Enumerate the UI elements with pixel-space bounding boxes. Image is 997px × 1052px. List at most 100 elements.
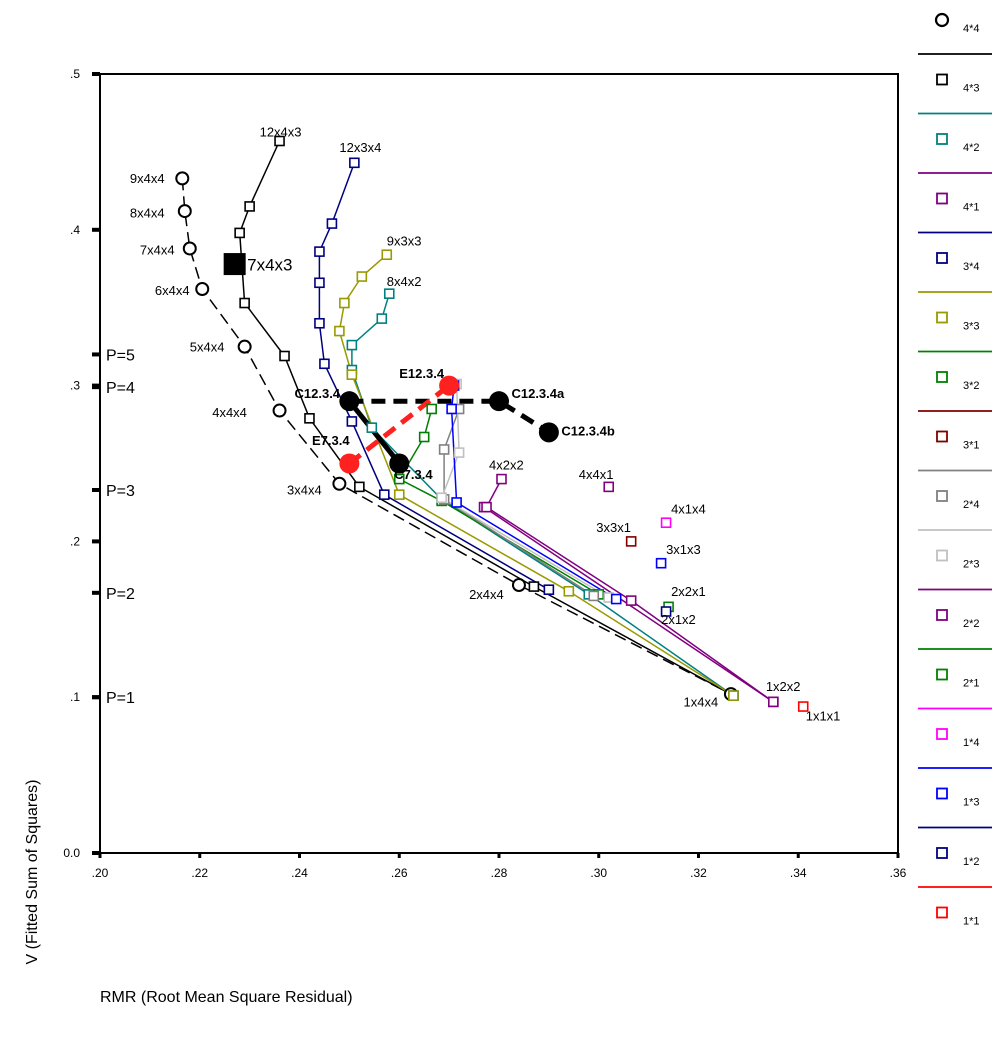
series-point — [314, 246, 325, 257]
big-circle-marker — [439, 375, 460, 396]
series-point — [339, 297, 350, 309]
y-tick-label: 0.0 — [63, 846, 80, 860]
series-point — [314, 277, 325, 289]
series-point — [481, 501, 492, 513]
point-label: 4x2x2 — [489, 458, 524, 473]
y-axis-title: V (Fitted Sum of Squares) — [24, 780, 41, 965]
single-point — [603, 481, 615, 493]
series-point — [244, 201, 255, 212]
x-tick-label: .20 — [92, 866, 109, 880]
plot-markers — [175, 135, 809, 712]
point-labels: 12x4x3 12x3x4 9x4x4 8x4x4 9x3x3 7x4x4 7x4x3 8x4… — [130, 124, 841, 723]
legend-marker — [936, 430, 948, 443]
comparison-line — [347, 383, 451, 466]
series-point — [234, 227, 245, 239]
legend-label: 3*4 — [963, 261, 980, 273]
series-point — [177, 204, 192, 219]
single-point — [655, 557, 667, 569]
legend-label: 2*4 — [963, 499, 980, 511]
legend-marker — [936, 549, 948, 562]
series-point — [237, 339, 252, 354]
y-tick-label: .2 — [70, 534, 80, 548]
point-label: E12.3.4 — [399, 366, 445, 381]
p-label: P=4 — [106, 380, 135, 397]
series-point — [366, 422, 378, 433]
series-point — [426, 403, 437, 415]
series-point — [381, 249, 393, 261]
legend-marker — [936, 311, 948, 324]
legend-marker — [936, 73, 948, 86]
single-point — [660, 606, 672, 617]
point-label: 7x4x3 — [247, 255, 292, 274]
series-line — [351, 293, 734, 697]
p-label: P=5 — [106, 347, 135, 364]
big-circle-marker — [339, 391, 360, 412]
series-point — [319, 358, 330, 370]
series-point — [728, 690, 739, 701]
series-point — [511, 578, 526, 593]
legend-marker — [936, 787, 948, 800]
point-label: C7.3.4 — [394, 467, 433, 482]
x-tick-label: .36 — [890, 866, 907, 880]
point-label: 3x1x3 — [666, 542, 701, 557]
legend: 4*4 4*3 4*2 4*1 3*4 3*3 3*2 3*1 2*4 2*3 2*2 2*1 1*4 1… — [918, 12, 992, 928]
point-label: C12.3.4a — [511, 386, 565, 401]
point-label: 3x4x4 — [287, 483, 322, 498]
x-tick-label: .32 — [690, 866, 707, 880]
x-axis-title: RMR (Root Mean Square Residual) — [100, 989, 353, 1006]
single-point — [660, 517, 672, 529]
point-label: 12x3x4 — [339, 140, 381, 155]
series-point — [195, 282, 210, 297]
point-label: 8x4x4 — [130, 205, 165, 220]
legend-marker — [936, 847, 948, 859]
series-line — [443, 408, 595, 597]
series-point — [393, 489, 405, 500]
series-line — [440, 383, 610, 599]
point-label: 7x4x4 — [140, 243, 175, 258]
series-point — [383, 288, 395, 299]
y-tick-label: .3 — [70, 379, 80, 393]
series-point — [182, 241, 197, 256]
legend-label: 1*3 — [963, 797, 980, 809]
legend-label: 3*3 — [963, 321, 980, 333]
point-label: 6x4x4 — [155, 283, 190, 298]
series-line — [485, 478, 774, 703]
point-label: 4x1x4 — [671, 501, 706, 516]
big-circle-marker — [389, 453, 410, 474]
legend-label: 1*1 — [963, 916, 980, 928]
series-point — [272, 403, 287, 418]
legend-label: 4*2 — [963, 142, 980, 154]
series-point — [625, 595, 637, 606]
series-point — [354, 481, 365, 493]
point-label: 2x4x4 — [469, 587, 504, 602]
series-line — [450, 385, 617, 600]
big-square-marker — [223, 253, 246, 276]
y-tick-label: .5 — [70, 67, 80, 81]
series-point — [349, 157, 360, 169]
big-circle-marker — [538, 422, 559, 443]
point-label: 9x3x3 — [387, 233, 422, 248]
point-label: 2x2x1 — [671, 584, 706, 599]
series-point — [378, 489, 390, 500]
series-point — [768, 696, 779, 708]
legend-label: 2*2 — [963, 618, 980, 630]
legend-marker — [936, 252, 948, 264]
point-label: 1x1x1 — [806, 709, 841, 724]
big-circle-marker — [339, 453, 360, 474]
y-tick-label: .4 — [70, 223, 80, 237]
x-tick-label: .26 — [391, 866, 408, 880]
point-label: 4x4x4 — [212, 405, 247, 420]
series-point — [436, 492, 447, 504]
x-tick-label: .22 — [191, 866, 208, 880]
point-label: 5x4x4 — [190, 339, 225, 354]
point-label: 8x4x2 — [387, 274, 422, 289]
legend-label: 2*3 — [963, 559, 980, 571]
point-label: C12.3.4b — [561, 423, 615, 438]
point-label: 9x4x4 — [130, 171, 165, 186]
point-label: C12.3.4 — [295, 386, 341, 401]
single-point — [797, 701, 809, 712]
series-point — [239, 297, 250, 309]
series-point — [326, 218, 338, 229]
legend-marker — [936, 371, 948, 383]
